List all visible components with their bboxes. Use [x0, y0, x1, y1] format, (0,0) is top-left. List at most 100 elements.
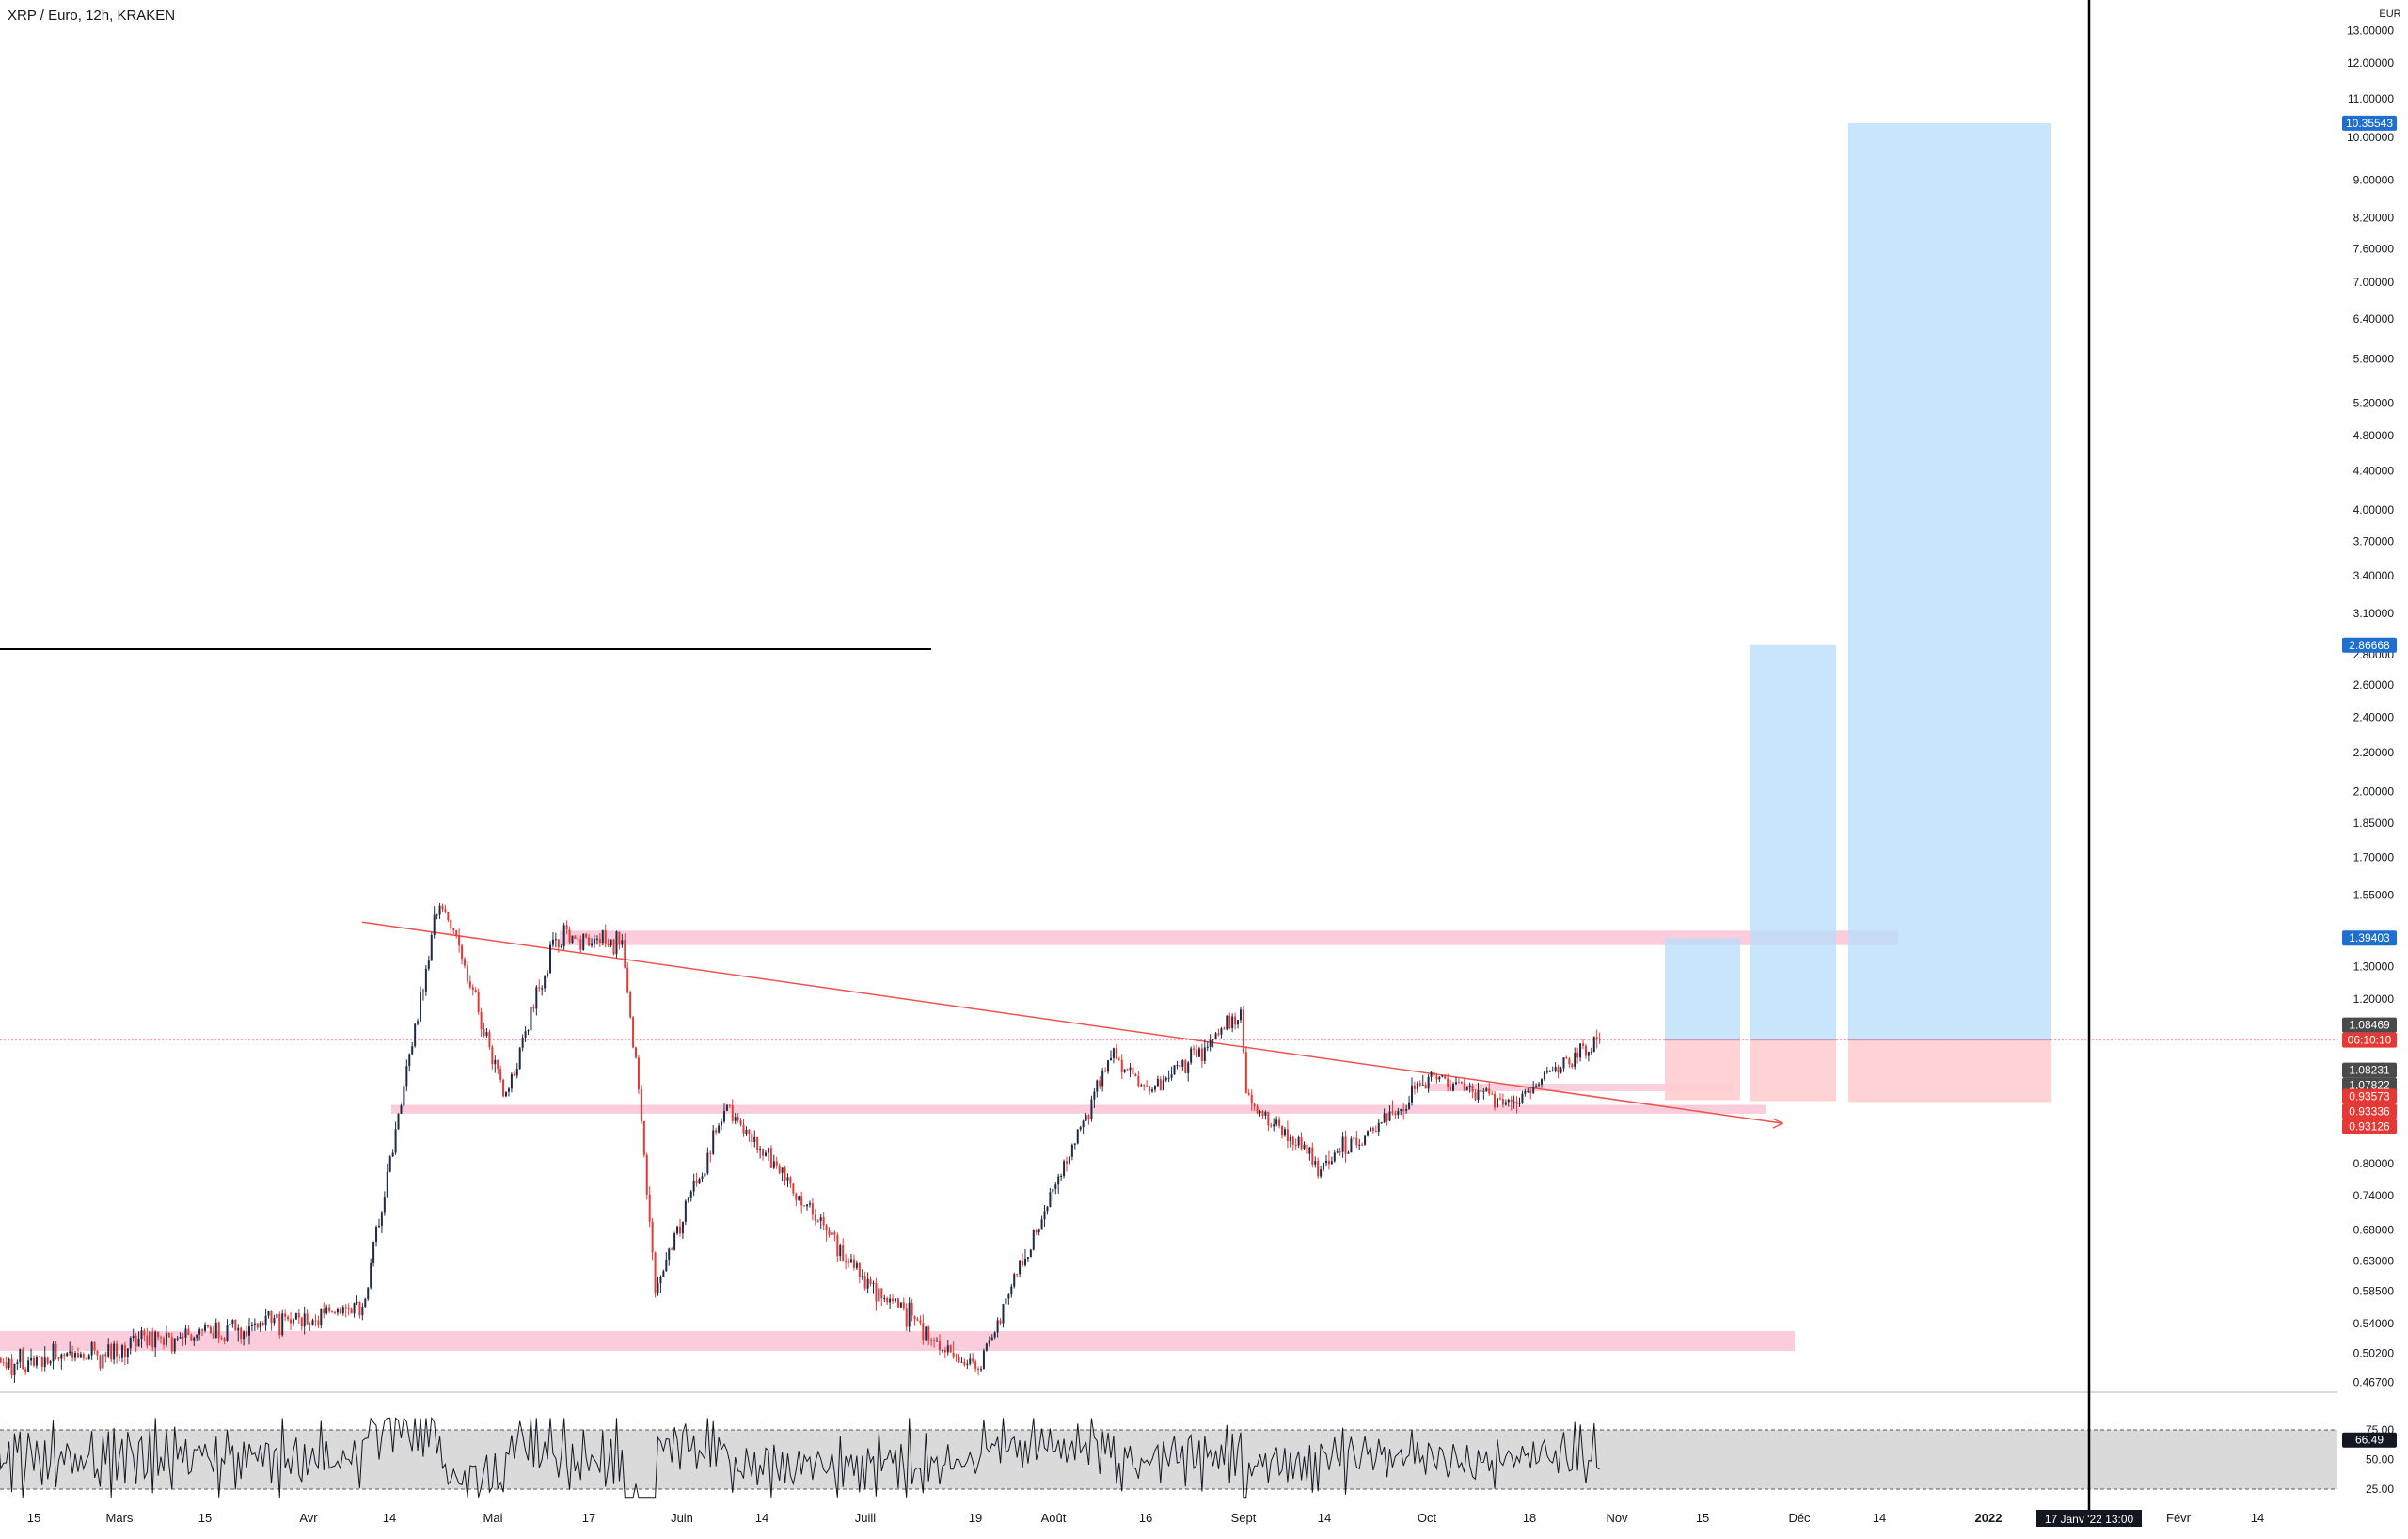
candle: [642, 1120, 645, 1155]
candle: [1565, 1057, 1568, 1059]
candle: [46, 1357, 49, 1364]
candle: [1538, 1084, 1541, 1087]
candle: [1066, 1161, 1069, 1164]
candle: [386, 1171, 388, 1198]
price-tick-label: 4.80000: [2353, 429, 2395, 442]
candle: [1587, 1052, 1590, 1056]
price-tick-label: 2.40000: [2353, 711, 2395, 724]
candle: [1548, 1071, 1551, 1072]
candle: [85, 1358, 87, 1360]
candle: [1435, 1075, 1438, 1080]
candle: [1576, 1052, 1579, 1058]
candle: [1413, 1085, 1416, 1089]
candle: [247, 1326, 250, 1336]
candle: [190, 1334, 193, 1341]
price-tick-label: 5.80000: [2353, 352, 2395, 365]
candle: [187, 1328, 190, 1335]
candle: [1209, 1039, 1212, 1047]
candle: [784, 1167, 786, 1181]
candle: [621, 940, 624, 945]
candle: [654, 1252, 657, 1294]
candle: [250, 1325, 253, 1327]
price-tick-label: 13.00000: [2347, 24, 2394, 38]
candle: [1350, 1138, 1353, 1153]
candle: [1463, 1082, 1465, 1090]
candle: [1010, 1286, 1013, 1295]
candle: [1038, 1229, 1040, 1233]
candle: [1101, 1070, 1104, 1087]
candle: [541, 988, 544, 990]
price-badge: 0.93336: [2349, 1104, 2390, 1118]
candle: [206, 1325, 209, 1327]
candle: [510, 1073, 513, 1089]
time-tick-label: 16: [1139, 1511, 1152, 1525]
candle: [852, 1259, 855, 1268]
candle: [1571, 1064, 1574, 1067]
candle: [290, 1319, 293, 1324]
candle: [264, 1315, 267, 1325]
candle: [96, 1350, 99, 1356]
candle: [82, 1354, 85, 1359]
candle: [110, 1344, 113, 1360]
candle: [223, 1338, 226, 1341]
price-tick-label: 7.00000: [2353, 276, 2395, 289]
price-tick-label: 12.00000: [2347, 56, 2394, 70]
candle: [474, 989, 477, 992]
candle: [1405, 1108, 1408, 1111]
time-tick-label: Nov: [1606, 1511, 1628, 1525]
price-tick-label: 2.20000: [2353, 746, 2395, 759]
crosshair-time-bg: [2036, 1510, 2142, 1527]
candle: [547, 973, 549, 976]
candle: [1397, 1110, 1400, 1116]
price-tick-label: 1.30000: [2353, 960, 2395, 973]
candle: [521, 1037, 524, 1048]
candle: [565, 925, 568, 930]
candle: [833, 1232, 836, 1235]
candle: [786, 1177, 789, 1181]
candle: [1085, 1115, 1087, 1121]
candle: [1560, 1068, 1562, 1073]
candle: [513, 1073, 515, 1076]
time-tick-label: 17: [582, 1511, 595, 1525]
rsi-pane: [0, 1391, 2337, 1499]
candle: [648, 1194, 651, 1222]
candle: [1035, 1230, 1038, 1233]
candle: [1557, 1067, 1560, 1073]
candle: [1388, 1111, 1391, 1121]
candle: [1327, 1161, 1330, 1165]
candle: [1518, 1102, 1521, 1104]
candle: [795, 1193, 798, 1200]
candle: [1515, 1101, 1518, 1104]
candle: [527, 1030, 530, 1032]
countdown-badge-bg: [2342, 1032, 2397, 1048]
price-tick-label: 10.00000: [2347, 131, 2394, 144]
candle: [93, 1342, 96, 1351]
candle: [993, 1332, 996, 1338]
candle: [87, 1355, 90, 1360]
candle: [800, 1196, 803, 1206]
candle: [734, 1117, 737, 1121]
candle: [695, 1180, 698, 1184]
candle: [1115, 1048, 1117, 1059]
candle: [49, 1361, 52, 1364]
candle: [193, 1337, 196, 1341]
candle: [1281, 1125, 1284, 1136]
candle: [872, 1283, 875, 1285]
candle: [179, 1337, 182, 1339]
candle: [902, 1302, 905, 1309]
candle: [706, 1152, 709, 1174]
candle: [394, 1129, 397, 1153]
candle: [388, 1156, 391, 1172]
candle: [1582, 1043, 1585, 1046]
price-axis: EUR 0.46700 0.50200 0.54000 0.58500 0.63000 0.…: [2342, 8, 2401, 1496]
candle: [889, 1298, 892, 1303]
candle: [149, 1331, 151, 1346]
candle: [938, 1341, 941, 1350]
candle: [79, 1354, 82, 1358]
candle: [1212, 1039, 1214, 1040]
price-tick-label: 7.60000: [2353, 243, 2395, 256]
price-tick-label: 5.20000: [2353, 397, 2395, 410]
candle: [71, 1351, 74, 1358]
time-tick-label: Août: [1041, 1511, 1067, 1525]
